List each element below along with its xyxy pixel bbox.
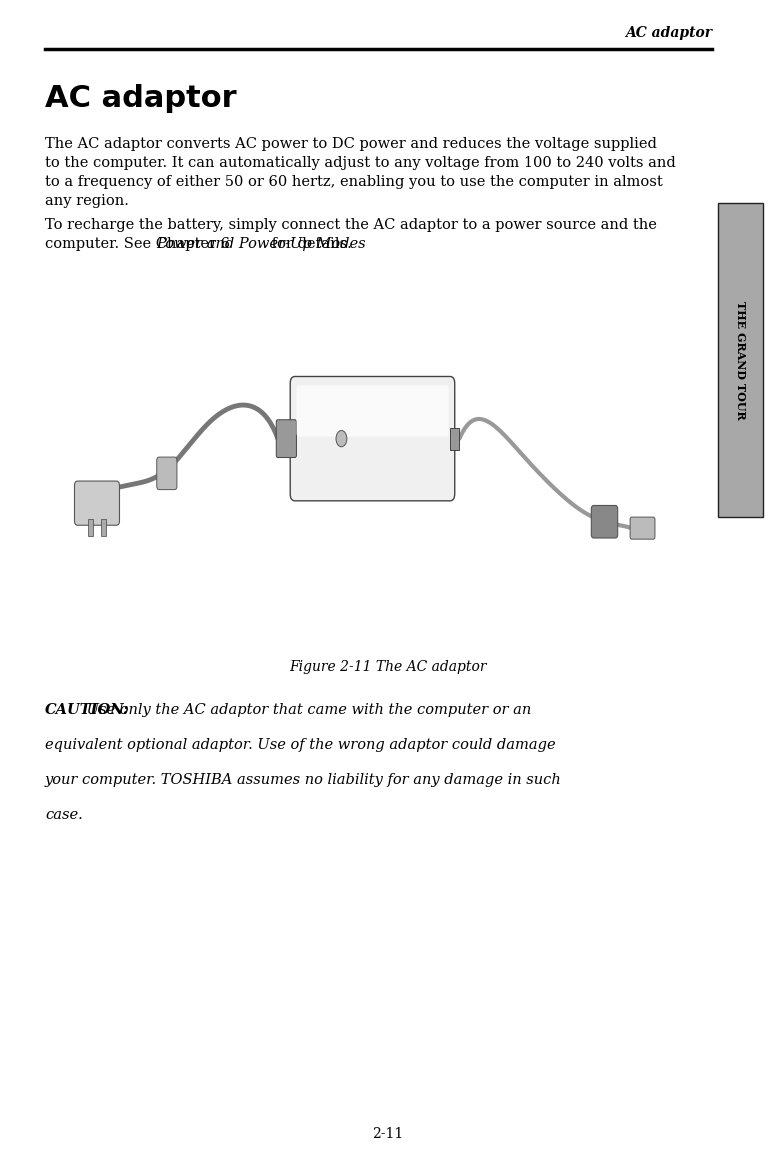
FancyBboxPatch shape (591, 505, 618, 538)
Text: equivalent optional adaptor. Use of the wrong adaptor could damage: equivalent optional adaptor. Use of the … (45, 738, 556, 752)
FancyBboxPatch shape (157, 457, 177, 489)
FancyBboxPatch shape (296, 386, 449, 437)
Bar (718, 203, 763, 517)
Text: computer. See Chapter 6: computer. See Chapter 6 (45, 237, 234, 251)
FancyBboxPatch shape (74, 481, 120, 525)
FancyBboxPatch shape (276, 419, 296, 458)
Text: Figure 2-11 The AC adaptor: Figure 2-11 The AC adaptor (289, 660, 487, 674)
Text: CAUTION:: CAUTION: (45, 703, 130, 717)
Text: Use only the AC adaptor that came with the computer or an: Use only the AC adaptor that came with t… (82, 703, 532, 717)
Bar (88, 519, 93, 536)
FancyBboxPatch shape (630, 517, 655, 539)
Text: THE GRAND TOUR: THE GRAND TOUR (735, 301, 746, 419)
Text: your computer. TOSHIBA assumes no liability for any damage in such: your computer. TOSHIBA assumes no liabil… (45, 773, 562, 787)
Bar (101, 519, 106, 536)
Text: AC adaptor: AC adaptor (45, 84, 237, 113)
Bar (450, 428, 459, 450)
Circle shape (336, 431, 347, 447)
FancyBboxPatch shape (290, 376, 455, 501)
Text: 2-11: 2-11 (372, 1127, 404, 1141)
Text: AC adaptor: AC adaptor (625, 26, 712, 40)
Text: Power and Power-Up Modes: Power and Power-Up Modes (156, 237, 365, 251)
Text: To recharge the battery, simply connect the AC adaptor to a power source and the: To recharge the battery, simply connect … (45, 218, 656, 232)
Text: case.: case. (45, 808, 83, 822)
Text: The AC adaptor converts AC power to DC power and reduces the voltage supplied
to: The AC adaptor converts AC power to DC p… (45, 137, 676, 208)
Text: for details.: for details. (267, 237, 352, 251)
